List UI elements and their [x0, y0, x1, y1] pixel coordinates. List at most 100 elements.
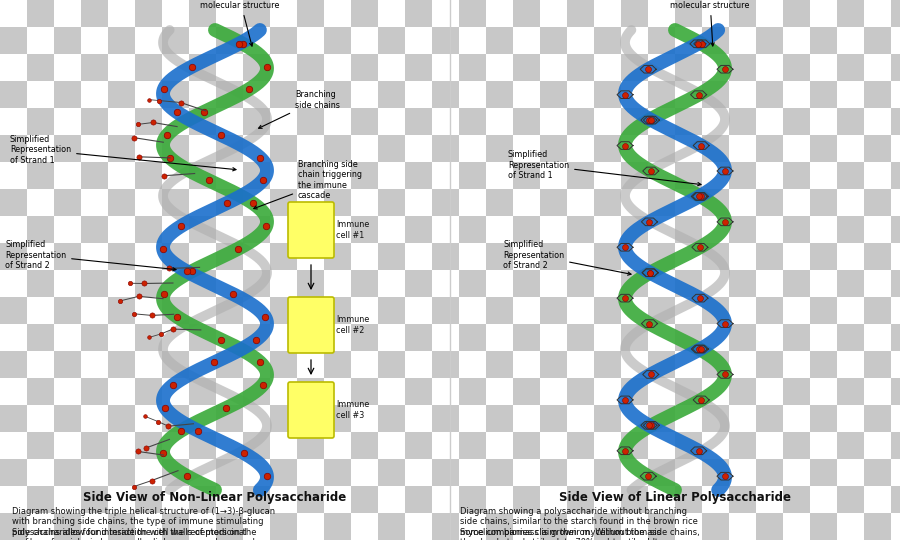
Bar — [729, 189, 756, 216]
Point — [694, 141, 708, 150]
Bar — [324, 351, 351, 378]
Bar — [486, 81, 513, 108]
Bar — [837, 432, 864, 459]
Bar — [783, 216, 810, 243]
Bar — [54, 378, 81, 405]
Bar — [702, 459, 729, 486]
Bar — [567, 135, 594, 162]
Bar — [756, 81, 783, 108]
Bar — [864, 135, 891, 162]
Bar — [432, 405, 459, 432]
Point — [617, 243, 632, 252]
Bar — [486, 243, 513, 270]
Bar — [567, 432, 594, 459]
Bar — [810, 432, 837, 459]
Bar — [108, 189, 135, 216]
Bar — [0, 378, 27, 405]
Point — [643, 268, 657, 277]
Bar — [243, 405, 270, 432]
Bar — [135, 513, 162, 540]
Bar — [135, 459, 162, 486]
Point — [113, 296, 128, 305]
Bar — [405, 0, 432, 27]
Bar — [459, 162, 486, 189]
Bar — [81, 0, 108, 27]
Point — [617, 294, 632, 302]
Point — [644, 421, 659, 430]
Bar — [378, 513, 405, 540]
Bar — [810, 324, 837, 351]
Bar — [432, 243, 459, 270]
Bar — [459, 297, 486, 324]
Bar — [621, 351, 648, 378]
Bar — [27, 351, 54, 378]
Bar — [540, 378, 567, 405]
Bar — [405, 243, 432, 270]
Bar — [378, 0, 405, 27]
Bar — [0, 216, 27, 243]
Bar — [783, 81, 810, 108]
Bar — [540, 459, 567, 486]
Bar — [351, 27, 378, 54]
Bar — [513, 459, 540, 486]
Bar — [405, 81, 432, 108]
Bar — [783, 459, 810, 486]
Bar — [351, 270, 378, 297]
Bar — [621, 378, 648, 405]
Bar — [270, 162, 297, 189]
Bar — [243, 243, 270, 270]
Bar — [378, 54, 405, 81]
Bar — [648, 135, 675, 162]
Bar — [270, 513, 297, 540]
Bar — [783, 162, 810, 189]
Bar — [567, 81, 594, 108]
Bar — [729, 27, 756, 54]
Bar — [324, 81, 351, 108]
Bar — [864, 513, 891, 540]
Bar — [108, 297, 135, 324]
Bar — [567, 189, 594, 216]
Bar — [621, 27, 648, 54]
Text: Simplified
Representation
of Strand 2: Simplified Representation of Strand 2 — [5, 240, 176, 271]
Bar — [513, 324, 540, 351]
Bar — [675, 162, 702, 189]
Bar — [135, 81, 162, 108]
Bar — [297, 0, 324, 27]
Bar — [594, 351, 621, 378]
Bar — [189, 216, 216, 243]
Bar — [351, 513, 378, 540]
Bar — [162, 0, 189, 27]
Point — [242, 85, 256, 93]
Bar — [459, 405, 486, 432]
Bar — [189, 486, 216, 513]
Bar — [351, 108, 378, 135]
Bar — [324, 405, 351, 432]
Bar — [270, 351, 297, 378]
Bar — [810, 162, 837, 189]
Bar — [891, 459, 900, 486]
Bar — [162, 324, 189, 351]
Point — [162, 264, 176, 273]
Point — [238, 449, 252, 458]
Bar — [567, 459, 594, 486]
Bar — [864, 0, 891, 27]
Bar — [270, 216, 297, 243]
Point — [141, 95, 156, 104]
Bar — [648, 270, 675, 297]
Bar — [108, 162, 135, 189]
Point — [643, 218, 657, 226]
Bar — [837, 243, 864, 270]
Bar — [594, 486, 621, 513]
Bar — [891, 27, 900, 54]
Bar — [405, 459, 432, 486]
Bar — [729, 135, 756, 162]
Bar — [162, 270, 189, 297]
Bar — [216, 189, 243, 216]
Text: Diagram showing the triple helical structure of (1→3)-β-glucan
with branching si: Diagram showing the triple helical struc… — [12, 507, 275, 540]
Bar — [0, 459, 27, 486]
Bar — [837, 351, 864, 378]
Bar — [243, 162, 270, 189]
Point — [146, 118, 160, 127]
Bar — [459, 243, 486, 270]
Bar — [513, 486, 540, 513]
